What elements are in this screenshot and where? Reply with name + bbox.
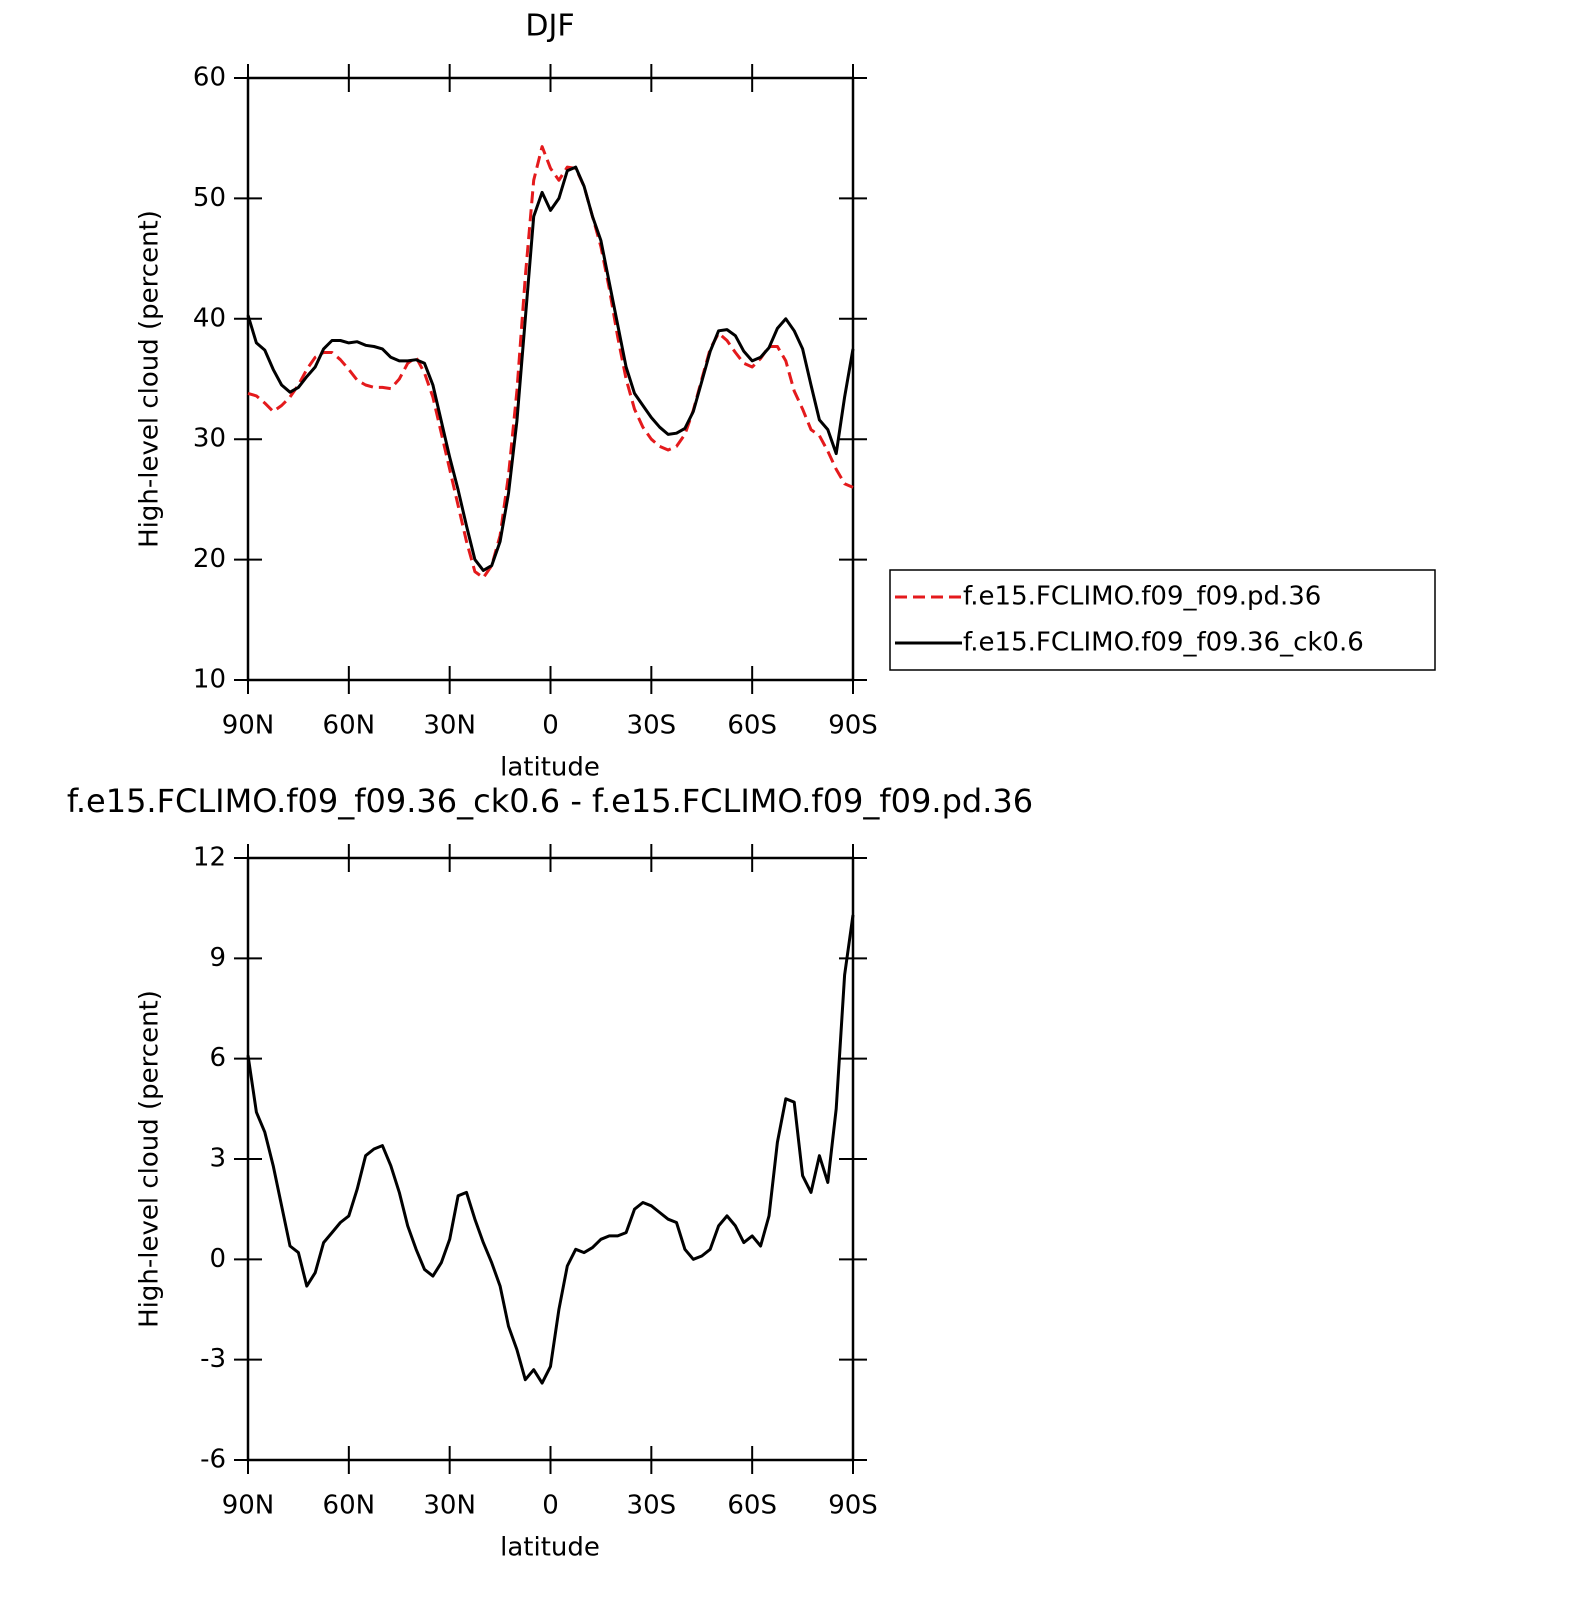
chart-title: DJF — [525, 9, 574, 44]
legend-box — [889, 569, 1436, 671]
x-tick-label: 30N — [423, 1491, 476, 1521]
data-line — [247, 145, 854, 580]
x-tick-label: 60N — [323, 1491, 376, 1521]
x-tick-label: 30S — [627, 711, 677, 741]
data-line — [246, 914, 855, 1385]
x-tick-label: 60S — [727, 1491, 777, 1521]
legend-label: f.e15.FCLIMO.f09_f09.pd.36 — [963, 582, 1321, 612]
x-tick-label: 0 — [542, 1491, 559, 1521]
x-tick-label: 90N — [222, 711, 275, 741]
y-tick-label: 30 — [193, 424, 226, 454]
y-tick-label: 40 — [193, 303, 226, 333]
y-tick-label: -6 — [200, 1445, 226, 1475]
x-tick-label: 90S — [828, 1491, 878, 1521]
y-tick-label: 0 — [209, 1244, 226, 1274]
y-tick-label: 20 — [193, 544, 226, 574]
x-tick-label: 30N — [423, 711, 476, 741]
y-tick-label: 9 — [209, 943, 226, 973]
x-tick-label: 60S — [727, 711, 777, 741]
y-tick-label: 3 — [209, 1144, 226, 1174]
y-tick-label: 50 — [193, 183, 226, 213]
data-line — [246, 165, 855, 572]
x-tick-label: 90N — [222, 1491, 275, 1521]
legend-label: f.e15.FCLIMO.f09_f09.36_ck0.6 — [963, 628, 1364, 658]
y-tick-label: 6 — [209, 1043, 226, 1073]
y-axis-label: High-level cloud (percent) — [135, 210, 165, 548]
x-tick-label: 0 — [542, 711, 559, 741]
x-tick-label: 90S — [828, 711, 878, 741]
x-axis-label: latitude — [500, 1533, 600, 1563]
x-tick-label: 60N — [323, 711, 376, 741]
y-tick-label: 10 — [193, 665, 226, 695]
x-tick-label: 30S — [627, 1491, 677, 1521]
y-tick-label: 60 — [193, 63, 226, 93]
y-tick-label: 12 — [193, 843, 226, 873]
y-tick-label: -3 — [200, 1344, 226, 1374]
x-axis-label: latitude — [500, 753, 600, 783]
y-axis-label: High-level cloud (percent) — [135, 990, 165, 1328]
chart-title: f.e15.FCLIMO.f09_f09.36_ck0.6 - f.e15.FC… — [67, 782, 1033, 820]
